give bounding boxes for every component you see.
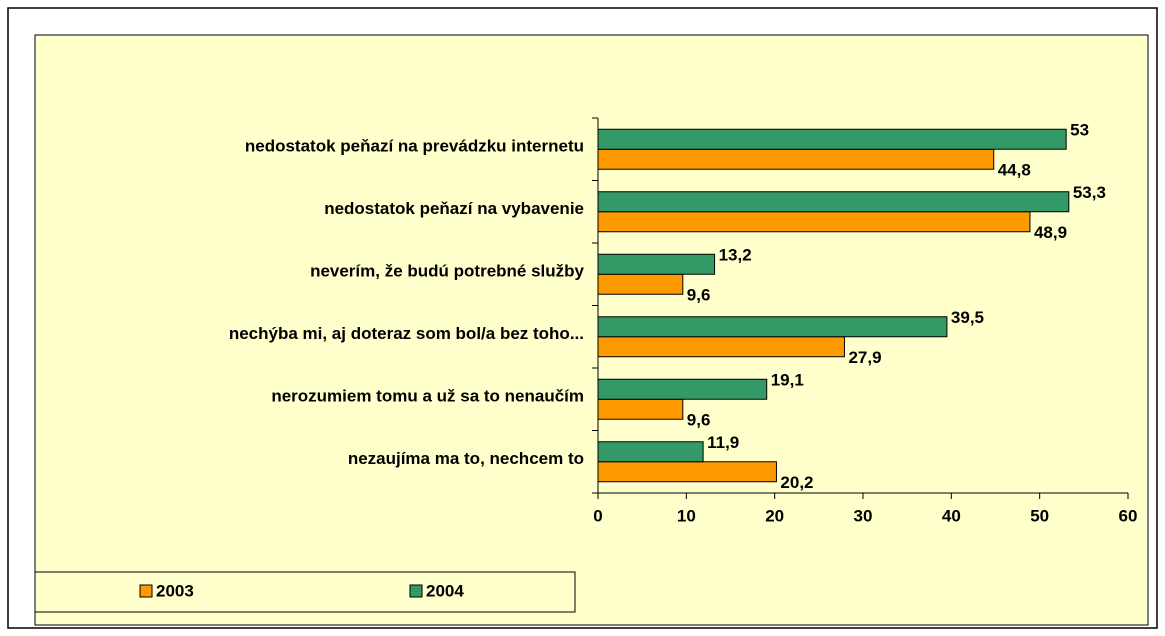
bar — [597, 378, 768, 400]
bar — [597, 253, 716, 275]
value-label: 44,8 — [998, 161, 1031, 180]
bar — [597, 336, 845, 358]
value-label: 11,9 — [707, 433, 739, 452]
y-tick-label: nezaujíma ma to, nechcem to — [348, 449, 584, 468]
legend-box — [34, 571, 576, 613]
y-tick-label: nerozumiem tomu a už sa to nenaučím — [271, 387, 584, 406]
y-tick-label: nedostatok peňazí na vybavenie — [324, 199, 584, 218]
legend-label: 2004 — [426, 581, 464, 600]
x-tick-label: 50 — [1030, 506, 1049, 525]
value-label: 39,5 — [951, 308, 984, 327]
bar — [597, 148, 995, 170]
y-tick-label: neverím, že budú potrebné služby — [310, 262, 584, 281]
legend-swatch — [409, 584, 423, 598]
x-tick-label: 20 — [765, 506, 784, 525]
legend-swatch — [139, 584, 153, 598]
bar — [597, 211, 1031, 233]
value-label: 27,9 — [848, 348, 881, 367]
value-label: 20,2 — [780, 473, 813, 492]
value-label: 9,6 — [687, 286, 711, 305]
x-tick-label: 60 — [1119, 506, 1138, 525]
chart-area — [34, 34, 1149, 626]
bar — [597, 128, 1067, 150]
x-tick-label: 30 — [854, 506, 873, 525]
value-label: 19,1 — [771, 371, 804, 390]
legend-label: 2003 — [156, 581, 194, 600]
y-tick-label: nedostatok peňazí na prevádzku internetu — [245, 137, 584, 156]
bar — [597, 461, 777, 483]
x-tick-label: 10 — [677, 506, 696, 525]
y-tick-label: nechýba mi, aj doteraz som bol/a bez toh… — [229, 324, 584, 343]
bar — [597, 398, 684, 420]
value-label: 48,9 — [1034, 223, 1067, 242]
bar — [597, 191, 1070, 213]
x-tick-label: 40 — [942, 506, 961, 525]
bar — [597, 273, 684, 295]
bar — [597, 441, 704, 463]
value-label: 9,6 — [687, 411, 711, 430]
value-label: 53 — [1070, 121, 1089, 140]
x-tick-label: 0 — [593, 506, 602, 525]
value-label: 53,3 — [1073, 183, 1106, 202]
bar — [597, 316, 948, 338]
value-label: 13,2 — [719, 246, 752, 265]
